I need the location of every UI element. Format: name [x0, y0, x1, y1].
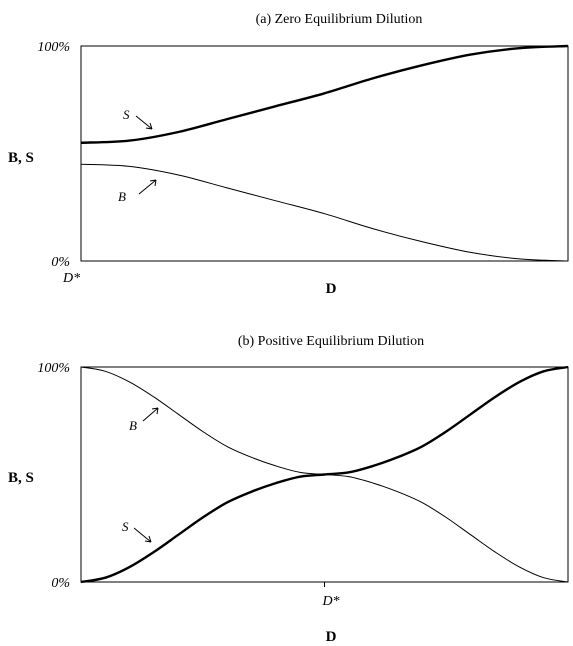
panel-b-b-arrowhead	[151, 407, 159, 415]
panel-a-series-s-line	[80, 44, 569, 144]
panel-a-s-arrow	[135, 115, 153, 130]
panel-a-xtick-dstar: D*	[62, 271, 80, 286]
panel-b-series-s-line	[80, 365, 569, 584]
panel-a-ytick-100: 100%	[37, 40, 70, 55]
panel-b-series-b-label: B	[129, 418, 137, 433]
panel-b-title: (b) Positive Equilibrium Dilution	[238, 334, 424, 349]
panel-b-xlabel: D	[326, 629, 337, 645]
panel-b-s-arrowhead	[144, 535, 152, 543]
panel-b-b-arrow	[142, 407, 159, 422]
panel-a-ylabel: B, S	[8, 150, 34, 166]
panel-b-xtick-dstar: D*	[321, 594, 339, 609]
panel-b: (b) Positive Equilibrium Dilution 100% 0…	[8, 334, 569, 645]
panel-a-ytick-0: 0%	[51, 255, 70, 270]
panel-a: (a) Zero Equilibrium Dilution 100% 0% B,…	[8, 12, 569, 297]
panel-b-series-s-label: S	[122, 519, 129, 534]
panel-b-ytick-0: 0%	[51, 576, 70, 591]
panel-a-xlabel: D	[326, 281, 337, 297]
panel-a-series-b-line	[80, 163, 569, 262]
panel-a-series-b-label: B	[118, 189, 126, 204]
panel-a-title: (a) Zero Equilibrium Dilution	[256, 12, 423, 27]
panel-a-plot-frame	[80, 45, 569, 262]
panel-a-series-s-label: S	[123, 107, 130, 122]
panel-a-b-arrow	[138, 179, 157, 195]
panel-b-s-arrow	[133, 527, 152, 543]
panel-a-b-arrowhead	[149, 179, 157, 187]
panel-b-ylabel: B, S	[8, 470, 34, 486]
panel-b-ytick-100: 100%	[37, 361, 70, 376]
panel-a-s-arrowhead	[145, 122, 153, 130]
